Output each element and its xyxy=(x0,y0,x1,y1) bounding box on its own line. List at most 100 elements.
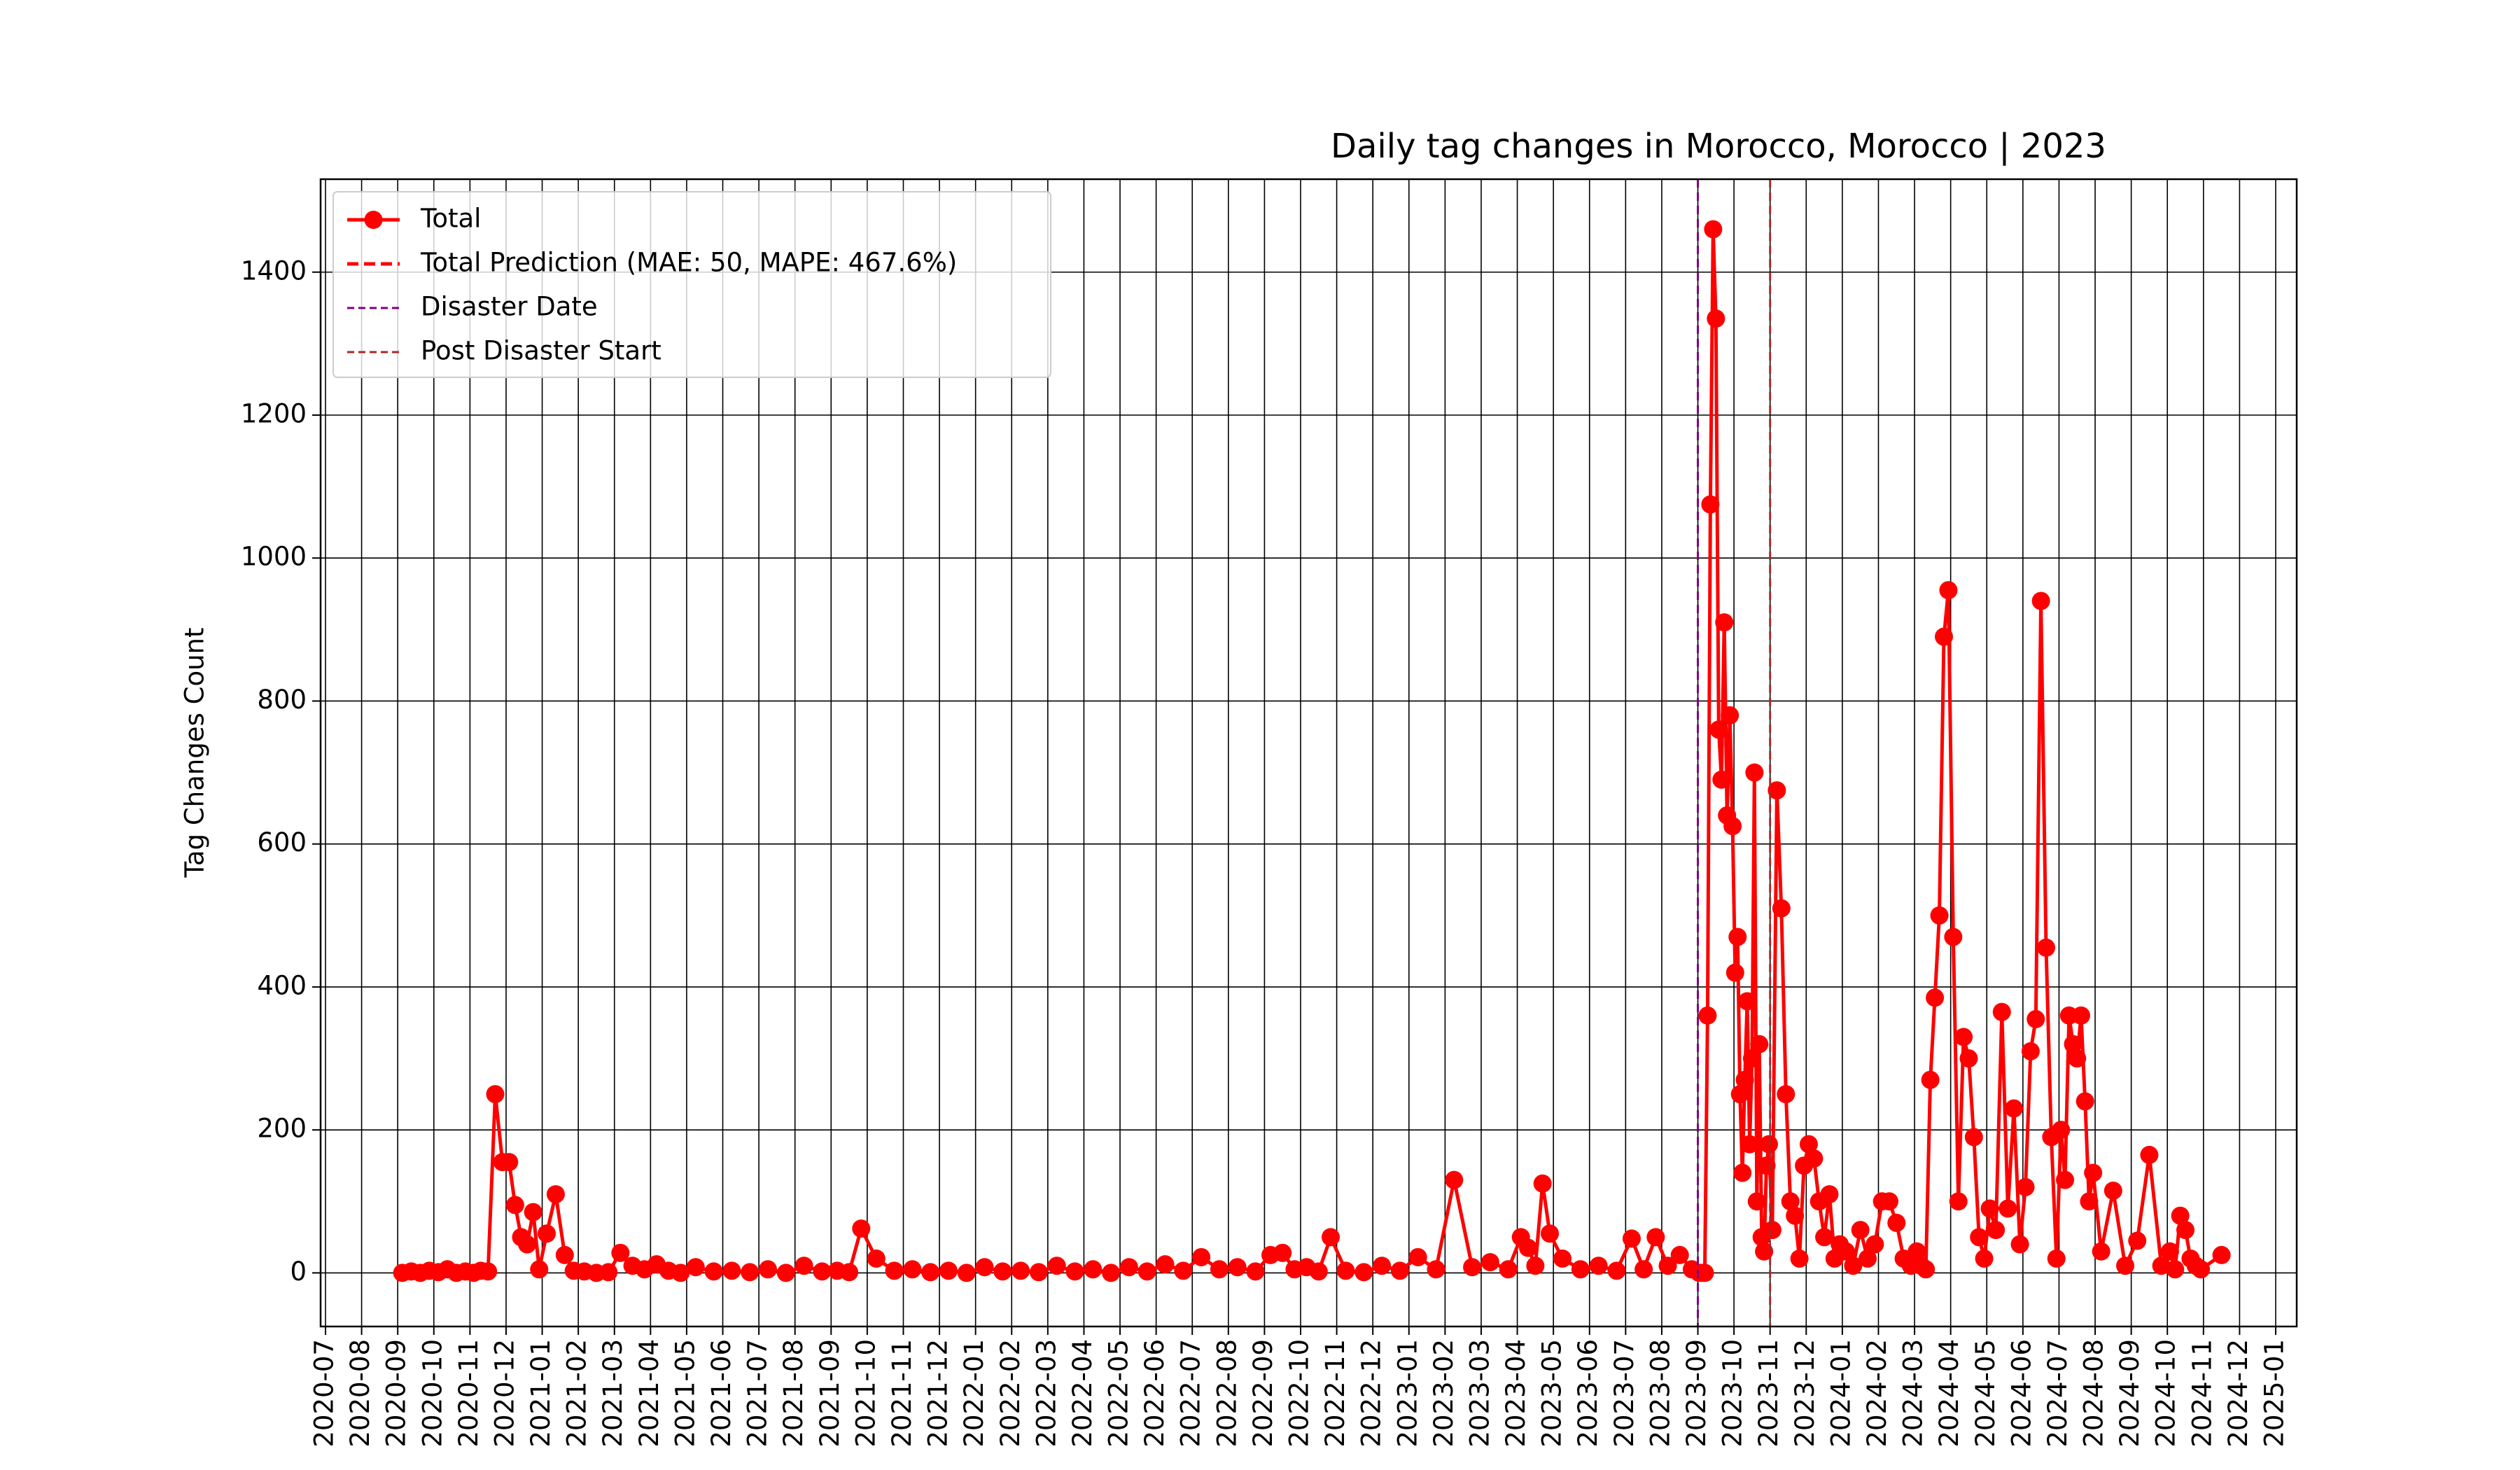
point xyxy=(1998,1199,2017,1218)
point xyxy=(1728,927,1747,946)
point xyxy=(1926,988,1945,1007)
x-tick-label: 2024-04 xyxy=(1934,1339,1964,1448)
point xyxy=(1721,706,1740,724)
x-tick-label: 2022-10 xyxy=(1284,1339,1315,1448)
point xyxy=(1354,1263,1373,1282)
point xyxy=(1646,1228,1665,1247)
x-tick-label: 2021-03 xyxy=(598,1339,628,1448)
point xyxy=(1844,1256,1863,1275)
legend-box xyxy=(332,191,1051,378)
legend-marker xyxy=(364,211,383,229)
x-tick-label: 2022-06 xyxy=(1140,1339,1170,1448)
y-tick-label: 1200 xyxy=(241,398,307,428)
point xyxy=(1949,1192,1968,1211)
point xyxy=(2071,1006,2090,1025)
point xyxy=(776,1264,795,1282)
y-tick-label: 0 xyxy=(290,1256,307,1287)
point xyxy=(611,1243,630,1262)
point xyxy=(1695,1264,1714,1282)
point xyxy=(1865,1235,1884,1254)
point xyxy=(759,1260,778,1279)
x-tick-label: 2024-05 xyxy=(1970,1339,2001,1448)
x-tick-label: 2022-09 xyxy=(1248,1339,1278,1448)
point xyxy=(1879,1192,1898,1211)
point xyxy=(2047,1249,2066,1268)
point xyxy=(500,1153,519,1172)
y-tick-label: 600 xyxy=(257,827,307,858)
point xyxy=(722,1261,741,1280)
point xyxy=(1427,1260,1446,1279)
point xyxy=(2064,1035,2082,1054)
point xyxy=(1670,1245,1689,1264)
point xyxy=(555,1245,574,1264)
plot-frame xyxy=(319,178,2298,1328)
x-tick-label: 2023-04 xyxy=(1501,1339,1531,1448)
point xyxy=(1790,1249,1809,1268)
point xyxy=(2116,1256,2135,1275)
x-axis-label: Date xyxy=(1278,1469,1340,1470)
point xyxy=(1273,1243,1292,1262)
legend-label: Total xyxy=(420,204,481,234)
x-tick-label: 2021-12 xyxy=(923,1339,953,1448)
point xyxy=(1738,992,1757,1011)
x-tick-label: 2023-11 xyxy=(1754,1339,1784,1448)
point xyxy=(1519,1238,1538,1257)
point xyxy=(2171,1206,2190,1225)
point xyxy=(1735,1070,1754,1089)
x-tick-label: 2024-06 xyxy=(2006,1339,2036,1448)
point xyxy=(2004,1099,2023,1118)
x-tick-label: 2023-01 xyxy=(1392,1339,1422,1448)
point xyxy=(479,1262,498,1281)
x-tick-label: 2024-01 xyxy=(1826,1339,1856,1448)
x-tick-label: 2022-01 xyxy=(959,1339,989,1448)
point xyxy=(1138,1262,1156,1281)
point xyxy=(2192,1260,2211,1279)
chart-title: Daily tag changes in Morocco, Morocco | … xyxy=(1331,127,2106,166)
point xyxy=(486,1085,505,1104)
point xyxy=(1607,1261,1626,1280)
point xyxy=(1742,1049,1761,1068)
point xyxy=(921,1263,940,1282)
x-tick-label: 2021-11 xyxy=(887,1339,917,1448)
point xyxy=(1102,1264,1121,1282)
point xyxy=(671,1264,690,1282)
point xyxy=(1174,1261,1193,1280)
point xyxy=(1571,1260,1590,1279)
x-tick-label: 2022-11 xyxy=(1320,1339,1350,1448)
x-tick-label: 2021-08 xyxy=(778,1339,808,1448)
point xyxy=(1712,770,1731,789)
point xyxy=(1921,1070,1940,1089)
x-tick-label: 2022-07 xyxy=(1176,1339,1206,1448)
point xyxy=(1156,1255,1175,1274)
x-tick-label: 2021-02 xyxy=(562,1339,592,1448)
point xyxy=(1723,817,1742,836)
legend-label: Total Prediction (MAE: 50, MAPE: 467.6%) xyxy=(420,248,957,278)
point xyxy=(1533,1174,1552,1193)
point xyxy=(1726,963,1744,982)
x-tick-label: 2023-12 xyxy=(1790,1339,1820,1448)
legend-label: Post Disaster Start xyxy=(421,336,662,366)
x-tick-label: 2021-06 xyxy=(706,1339,736,1448)
x-tick-label: 2020-12 xyxy=(489,1339,519,1448)
point xyxy=(957,1264,976,1282)
x-tick-label: 2025-01 xyxy=(2260,1339,2290,1448)
point xyxy=(885,1261,904,1280)
point xyxy=(538,1224,556,1243)
point xyxy=(1759,1135,1778,1154)
point xyxy=(1309,1262,1328,1281)
point xyxy=(2166,1260,2185,1279)
point xyxy=(1011,1261,1030,1280)
point xyxy=(2021,1042,2040,1060)
point xyxy=(2076,1092,2094,1111)
point xyxy=(2037,938,2056,957)
point xyxy=(1540,1224,1559,1243)
point xyxy=(1065,1262,1084,1281)
point xyxy=(1887,1213,1906,1232)
point xyxy=(1047,1256,1066,1275)
point xyxy=(1781,1192,1800,1211)
x-tick-label: 2023-03 xyxy=(1464,1339,1494,1448)
point xyxy=(1934,627,1953,646)
point xyxy=(599,1263,618,1282)
point xyxy=(2084,1163,2103,1182)
legend: Total Total Prediction (MAE: 50, MAPE: 46… xyxy=(332,191,1051,378)
